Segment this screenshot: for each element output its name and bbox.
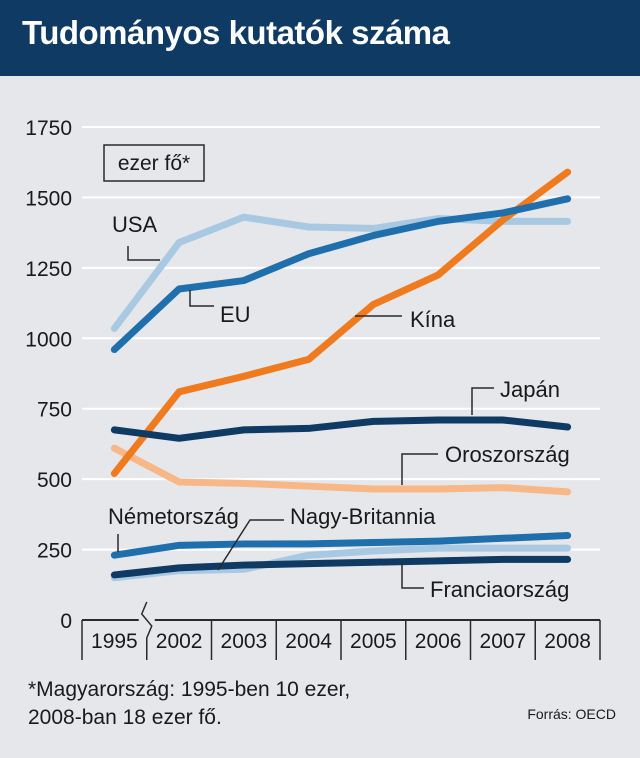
x-tick-label: 2007: [480, 630, 527, 653]
series-line-japán: [110, 416, 572, 442]
series-line-oroszország: [110, 444, 572, 496]
y-tick-label: 250: [37, 540, 72, 563]
leader-line: [401, 562, 424, 589]
chart-title: Tudományos kutatók száma: [22, 14, 450, 51]
series-label-kína: Kína: [410, 307, 456, 332]
series-label-nagy-britannia: Nagy-Britannia: [290, 504, 436, 529]
series-label-usa: USA: [112, 212, 158, 237]
series-line-franciaország: [110, 555, 572, 579]
leader-line: [189, 290, 214, 307]
y-tick-label: 0: [60, 610, 72, 633]
axis-break-marker: [140, 601, 153, 660]
leader-line: [401, 453, 438, 485]
series-label-franciaország: Franciaország: [430, 577, 569, 602]
series-lines: [110, 168, 572, 582]
axes: 0 250 500 750 1000 1250 1500 1750 1995 2002 2003 20…: [25, 117, 601, 662]
x-tick-label: 2006: [415, 630, 462, 653]
header-bar: Tudományos kutatók száma: [0, 0, 640, 76]
x-tick-label: 2003: [221, 630, 268, 653]
series-line-kína: [110, 168, 572, 478]
series-label-japán: Japán: [500, 377, 560, 402]
series-label-oroszország: Oroszország: [445, 442, 570, 467]
x-tick-label: 2008: [544, 630, 591, 653]
leader-line: [127, 246, 160, 261]
series-line-eu: [110, 195, 572, 354]
leader-line: [217, 519, 284, 571]
x-tick-label: 1995: [91, 630, 138, 653]
series-line-németország: [110, 531, 572, 559]
x-tick-label: 2005: [350, 630, 397, 653]
footnote-line-1: *Magyarország: 1995-ben 10 ezer,: [28, 678, 351, 701]
leader-line: [471, 387, 494, 415]
source-note: Forrás: OECD: [527, 706, 616, 722]
y-tick-label: 1750: [25, 117, 72, 140]
y-tick-label: 1250: [25, 258, 72, 281]
series-label-németország: Németország: [108, 504, 239, 529]
unit-label: ezer fő*: [118, 152, 190, 175]
footnote-line-2: 2008-ban 18 ezer fő.: [28, 706, 222, 729]
y-tick-label: 1000: [25, 328, 72, 351]
y-tick-label: 500: [37, 469, 72, 492]
series-line-usa: [110, 213, 572, 332]
callouts: USA EU Kína Japán Oroszország Németország Nagy…: [108, 212, 570, 602]
x-tick-label: 2004: [285, 630, 332, 653]
unit-box: [103, 144, 205, 182]
series-label-eu: EU: [220, 302, 251, 327]
y-tick-label: 1500: [25, 187, 72, 210]
x-tick-label: 2002: [156, 630, 203, 653]
y-tick-label: 750: [37, 399, 72, 422]
footnote: *Magyarország: 1995-ben 10 ezer, 2008-ba…: [28, 676, 448, 732]
